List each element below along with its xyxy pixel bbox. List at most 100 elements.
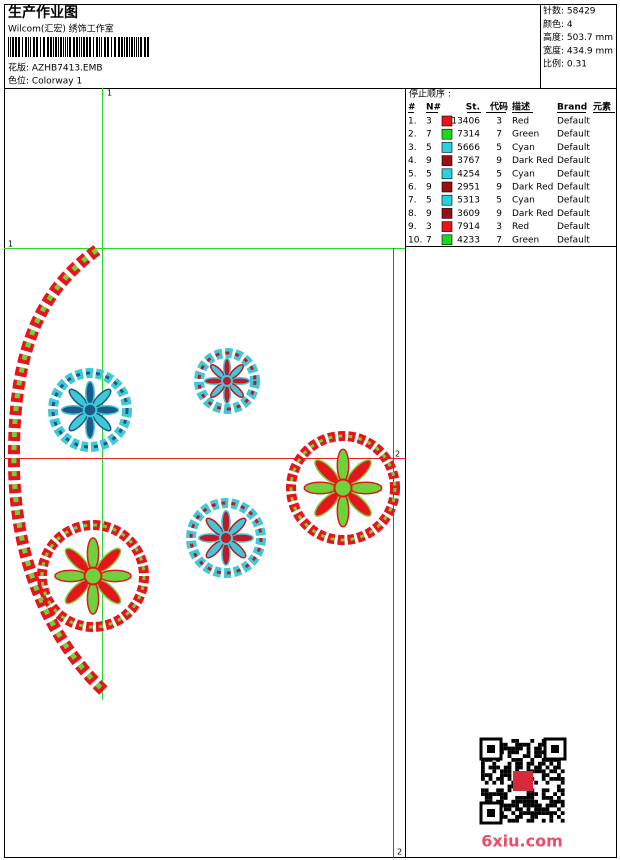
- cell: 9: [496, 209, 502, 219]
- qr-cell: [500, 792, 504, 796]
- medallion: [189, 501, 263, 575]
- bar-stripe: [111, 37, 112, 57]
- cell: Cyan: [512, 169, 535, 179]
- qr-cell: [515, 761, 519, 766]
- qr-cell: [511, 750, 516, 755]
- bar-stripe: [147, 37, 149, 57]
- qr-cell: [488, 796, 493, 800]
- petal: [221, 510, 231, 534]
- color-swatch: [441, 168, 453, 180]
- petal: [85, 414, 95, 440]
- qr-cell: [549, 796, 554, 800]
- qr-cell: [553, 769, 557, 774]
- bar-stripe: [33, 37, 35, 57]
- qr-cell: [560, 811, 565, 815]
- qr-cell: [519, 746, 523, 751]
- colorway: 色位: Colorway 1: [8, 75, 82, 87]
- subtitle: Wilcom(汇宏) 绣饰工作室: [8, 23, 114, 35]
- cell: 9: [426, 209, 432, 219]
- qr-cell: [503, 765, 508, 770]
- qr-cell: [534, 792, 538, 796]
- cell: 5: [426, 196, 432, 206]
- qr-cell: [515, 818, 519, 823]
- qr-cell: [549, 815, 554, 819]
- petal: [303, 481, 337, 495]
- qr-cell: [541, 818, 546, 823]
- cell: Default: [557, 156, 590, 166]
- cell: 10.: [408, 235, 422, 245]
- petal: [222, 384, 232, 405]
- bar-stripe: [134, 37, 135, 57]
- bar-stripe: [43, 37, 45, 57]
- bar-stripe: [67, 37, 68, 57]
- qr-cell: [500, 796, 504, 800]
- qr-cell: [519, 796, 523, 800]
- bar-stripe: [140, 37, 142, 57]
- cell: 5313: [457, 196, 480, 206]
- qr-cell: [503, 773, 508, 777]
- qr-cell: [534, 746, 538, 751]
- qr-cell: [538, 754, 542, 758]
- bar-stripe: [55, 37, 57, 57]
- qr-code: [479, 737, 567, 825]
- cell: 7: [496, 130, 502, 140]
- qr-cell: [534, 780, 538, 785]
- cell: 3.: [408, 143, 417, 153]
- qr-cell: [507, 777, 512, 781]
- qr-cell: [549, 769, 554, 774]
- cell: 1.: [408, 117, 417, 127]
- qr-cell: [496, 765, 500, 770]
- bar-stripe: [138, 37, 139, 57]
- guide-label: 1: [8, 240, 13, 249]
- qr-cell: [511, 803, 516, 808]
- qr-cell: [492, 780, 497, 785]
- qr-cell: [557, 796, 561, 800]
- cell: 5.: [408, 169, 417, 179]
- column-header: Brand: [557, 103, 587, 113]
- bar-stripe: [50, 37, 52, 57]
- qr-cell: [557, 765, 561, 770]
- qr-cell: [538, 769, 542, 774]
- qr-cell: [515, 796, 519, 800]
- cell: 3: [496, 222, 502, 232]
- column-header: 代码: [489, 101, 508, 113]
- qr-cell: [511, 746, 516, 751]
- guide-label: 2: [397, 848, 402, 857]
- cell: Cyan: [512, 196, 535, 206]
- qr-cell: [500, 769, 504, 774]
- qr-cell: [515, 746, 519, 751]
- petal: [336, 448, 350, 482]
- qr-cell: [541, 788, 546, 793]
- bar-stripe: [69, 37, 71, 57]
- cell: Default: [557, 143, 590, 153]
- qr-cell: [557, 773, 561, 777]
- bar-stripe: [144, 37, 146, 57]
- motifs: [37, 348, 400, 632]
- border-motif: [11, 247, 107, 694]
- qr-cell: [500, 788, 504, 793]
- qr-cell: [503, 746, 508, 751]
- cell: Default: [557, 169, 590, 179]
- cell: Default: [557, 130, 590, 140]
- cell: 8.: [408, 209, 417, 219]
- qr-cell: [515, 799, 519, 804]
- cell: 3609: [457, 209, 480, 219]
- cell: 3767: [457, 156, 480, 166]
- cell: 9: [426, 156, 432, 166]
- qr-cell: [503, 815, 508, 819]
- qr-cell: [481, 773, 485, 777]
- petal: [198, 533, 222, 543]
- qr-cell: [488, 777, 493, 781]
- qr-cell: [553, 803, 557, 808]
- bar-stripe: [30, 37, 31, 57]
- bar-stripe: [93, 37, 94, 57]
- bar-stripe: [58, 37, 59, 57]
- petal: [221, 542, 231, 566]
- guide-label: 1: [107, 89, 112, 98]
- sequence-title: 停止顺序 :: [409, 88, 451, 100]
- qr-cell: [545, 796, 550, 800]
- qr-cell: [511, 739, 516, 743]
- qr-cell: [526, 792, 531, 796]
- qr-cell: [549, 818, 554, 823]
- bar-stripe: [104, 37, 106, 57]
